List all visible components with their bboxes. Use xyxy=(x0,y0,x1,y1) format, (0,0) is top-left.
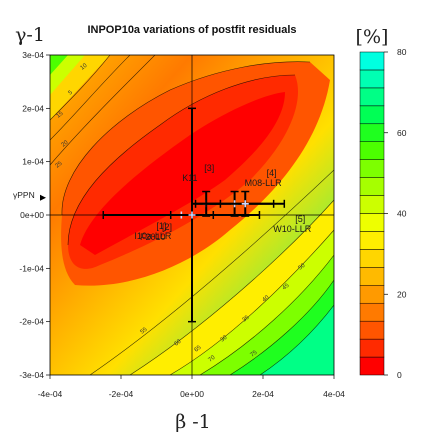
x-axis-ticks: -4e-04 -2e-04 0e+00 2e-04 4e-04 xyxy=(38,375,345,399)
colorbar-tick-label: 60 xyxy=(397,128,407,138)
contour-label: 50 xyxy=(298,262,307,271)
x-tick-label: 2e-04 xyxy=(252,389,274,399)
colorbar-swatch xyxy=(359,141,385,160)
contour-band-upper-left-3 xyxy=(50,55,68,75)
colorbar-tick-label: 80 xyxy=(397,47,407,57)
estimate-id-label: [4] xyxy=(267,168,277,178)
estimate-name-label: W10-LLR xyxy=(273,224,312,234)
estimate-id-label: [2] xyxy=(162,222,172,232)
contour-label: 75 xyxy=(250,349,259,358)
y-tick-label: -3e-04 xyxy=(19,370,44,380)
x-tick-label: -4e-04 xyxy=(38,389,63,399)
x-axis-label: β -1 xyxy=(175,411,211,433)
contour-label: 45 xyxy=(282,282,291,291)
colorbar-swatch xyxy=(359,87,385,107)
estimate-name-label: K11 xyxy=(182,173,197,183)
estimate-point xyxy=(241,200,249,208)
contour-label: 65 xyxy=(194,344,203,353)
estimate-id-label: [3] xyxy=(204,163,214,173)
estimates-layer: [1]I10a-LLR[2]F2010 [3] K11 [4]M08-LLR [5]W1… xyxy=(102,107,312,323)
contour-line-10 xyxy=(61,61,311,216)
contour-label: 5 xyxy=(68,89,75,96)
colorbar-swatch xyxy=(359,195,385,214)
x-tick-label: -2e-04 xyxy=(109,389,134,399)
colorbar-swatch xyxy=(359,267,385,286)
gamma-ppn-marker: γPPN xyxy=(13,190,46,201)
colorbar-tick-label: 40 xyxy=(397,209,407,219)
x-tick-label: 0e+00 xyxy=(180,389,204,399)
colorbar-swatch xyxy=(359,159,385,178)
estimate-id-label: [5] xyxy=(295,214,305,224)
colorbar-swatch xyxy=(359,105,385,125)
contour-label: 30 xyxy=(220,334,229,343)
contour-label: 35 xyxy=(242,314,251,323)
colorbar-swatch xyxy=(359,249,385,268)
colorbar-ticks: 0 20 40 60 80 xyxy=(384,47,407,380)
contour-line-9 xyxy=(89,169,334,375)
estimate-name-label: M08-LLR xyxy=(245,178,283,188)
colorbar xyxy=(359,51,385,376)
contour-line-3 xyxy=(50,55,156,166)
y-tick-label: 3e-04 xyxy=(22,50,44,60)
contour-label: 70 xyxy=(208,354,217,363)
y-tick-label: 1e-04 xyxy=(22,157,44,167)
colorbar-swatch xyxy=(359,213,385,232)
colorbar-tick-label: 20 xyxy=(397,289,407,299)
contour-label: 60 xyxy=(174,338,183,347)
y-tick-label: 2e-04 xyxy=(22,103,44,113)
colorbar-swatch xyxy=(359,177,385,196)
estimate-w10-llr: [5]W10-LLR xyxy=(205,190,312,234)
gamma-ppn-arrow-icon xyxy=(40,194,46,201)
colorbar-tick-label: 0 xyxy=(397,370,402,380)
contour-band-lower-right-5 xyxy=(260,305,334,375)
y-tick-label: 0e+00 xyxy=(20,210,44,220)
contour-label: 40 xyxy=(262,294,271,303)
contour-label: 15 xyxy=(56,110,65,119)
contour-label: 10 xyxy=(80,62,89,71)
contour-line-6 xyxy=(199,254,334,375)
contour-line-1 xyxy=(50,55,111,121)
y-tick-label: -2e-04 xyxy=(19,317,44,327)
contour-label: 55 xyxy=(140,326,149,335)
contour-line-11 xyxy=(67,74,296,246)
chart-title: INPOP10a variations of postfit residuals xyxy=(87,24,296,36)
contour-line-8 xyxy=(259,304,334,375)
y-tick-label: -1e-04 xyxy=(19,263,44,273)
contour-label: 20 xyxy=(61,139,70,148)
contour-line-7 xyxy=(229,279,334,375)
estimate-id-label: [1] xyxy=(156,221,166,231)
colorbar-swatch xyxy=(359,320,385,340)
colorbar-swatch xyxy=(359,69,385,89)
estimate-point xyxy=(188,211,196,219)
gamma-ppn-label: γPPN xyxy=(13,190,35,200)
colorbar-swatch xyxy=(359,123,385,142)
estimate-name-label: I10a-LLR xyxy=(134,231,172,241)
contour-lines xyxy=(50,55,334,375)
contour-label: 25 xyxy=(55,160,64,169)
estimate-name-label: F2010 xyxy=(140,232,166,242)
y-axis-ticks: -3e-04 -2e-04 -1e-04 0e+00 1e-04 2e-04 3e-04 xyxy=(19,50,50,380)
colorbar-swatch xyxy=(359,302,385,322)
contour-line-2 xyxy=(50,55,131,141)
colorbar-swatch xyxy=(359,51,385,71)
colorbar-swatch xyxy=(359,285,385,304)
x-tick-label: 4e-04 xyxy=(323,389,345,399)
colorbar-swatch xyxy=(359,338,385,358)
colorbar-title: [%] xyxy=(356,26,389,48)
contour-line-4 xyxy=(129,199,334,375)
colorbar-swatch xyxy=(359,356,385,376)
y-axis-label: γ-1 xyxy=(15,24,45,46)
contour-labels: 5 10 15 20 25 30 35 40 45 50 55 60 65 70 75 xyxy=(55,62,307,363)
colorbar-swatch xyxy=(359,231,385,250)
